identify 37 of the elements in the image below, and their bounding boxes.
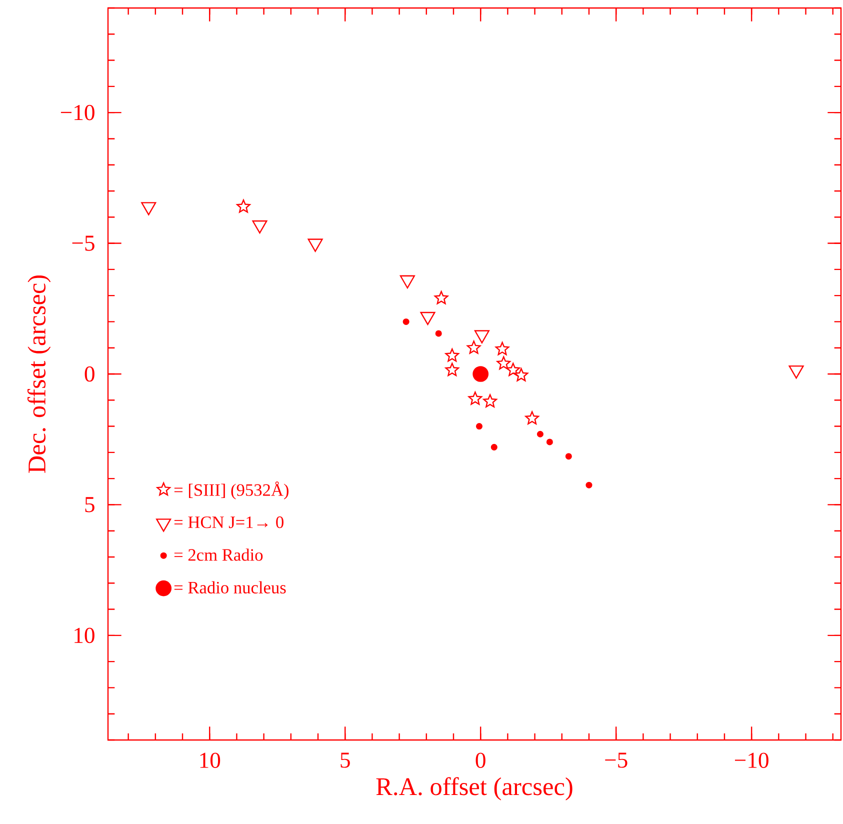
x-tick-label: −10: [734, 752, 768, 768]
x-tick-label: −5: [605, 752, 628, 768]
y-tick-label: 0: [84, 366, 94, 382]
point: [506, 362, 520, 376]
point: [476, 423, 482, 430]
point: [445, 362, 460, 376]
y-tick-label: −5: [72, 236, 94, 251]
y-axis-title: Dec. offset (arcsec): [27, 275, 51, 473]
point: [514, 368, 528, 382]
point: [445, 348, 460, 362]
x-tick-label: 0: [476, 752, 486, 768]
point: [434, 290, 448, 304]
legend-label: = [SIII] (9532Å): [174, 482, 288, 500]
point: [495, 342, 510, 356]
legend-label: = Radio nucleus: [174, 581, 286, 594]
point: [483, 394, 498, 408]
x-tick-label: 10: [200, 752, 220, 768]
x-axis-title: R.A. offset (arcsec): [376, 777, 572, 800]
point: [472, 366, 489, 382]
point: [496, 356, 511, 370]
y-tick-label: −10: [60, 104, 94, 120]
point: [536, 430, 544, 438]
point: [586, 482, 592, 488]
legend-label: = 2cm Radio: [174, 548, 263, 561]
point: [402, 318, 410, 325]
point: [565, 453, 572, 460]
y-tick-label: 10: [74, 628, 94, 644]
x-tick-label: 5: [340, 752, 350, 768]
point: [435, 330, 442, 337]
point: [490, 444, 498, 450]
legend-label: = HCN J=1→ 0: [174, 516, 284, 528]
point: [546, 438, 553, 446]
point: [466, 340, 481, 354]
point: [236, 199, 250, 213]
y-tick-label: 5: [85, 497, 94, 512]
point: [468, 392, 482, 405]
point: [525, 411, 540, 424]
